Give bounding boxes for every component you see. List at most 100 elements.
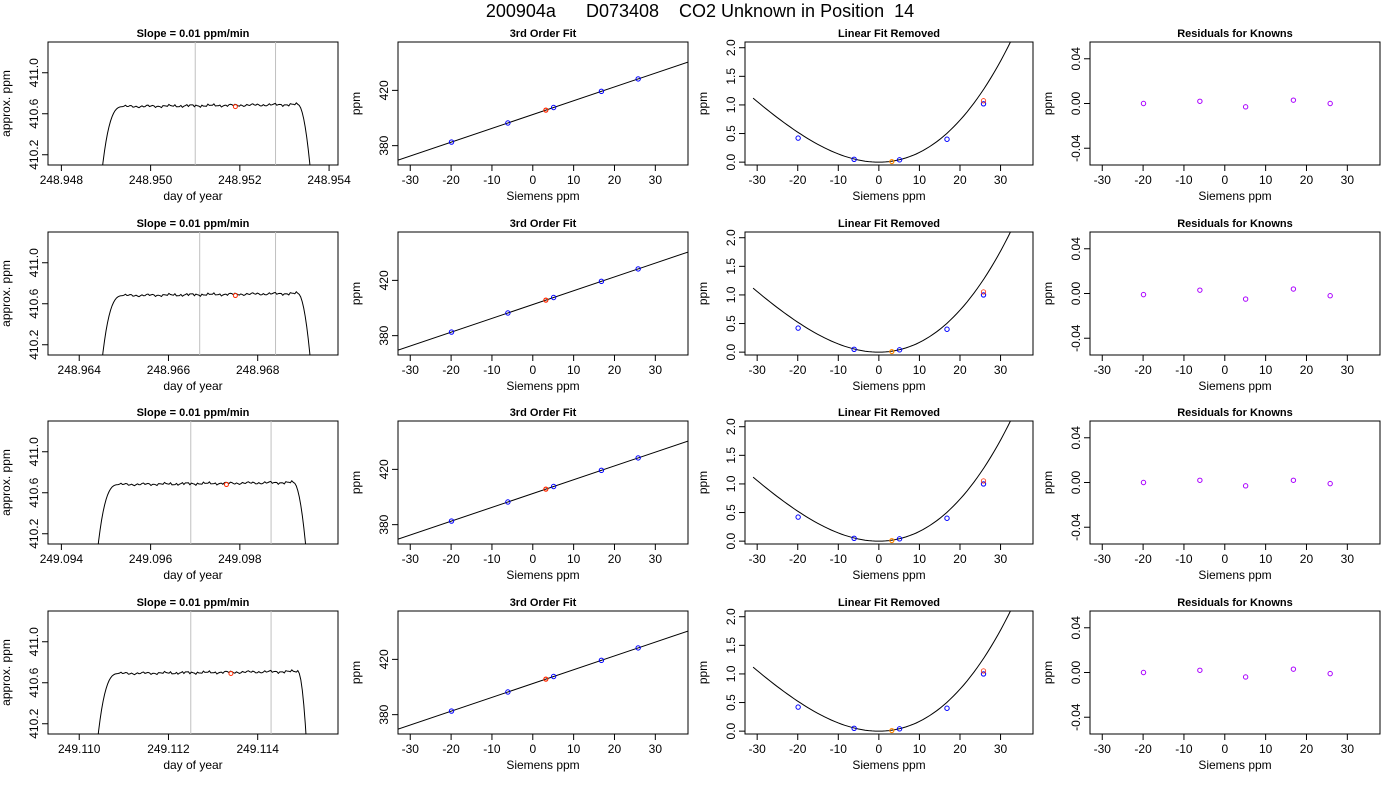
x-tick-label: 248.950 [129, 173, 173, 187]
known-point [980, 292, 987, 298]
panel-title: Slope = 0.01 ppm/min [137, 597, 250, 609]
x-axis-label: Siemens ppm [852, 568, 925, 582]
y-tick-label: 1.0 [724, 475, 738, 492]
y-axis-label: ppm [696, 661, 710, 684]
y-axis-label: approx. ppm [0, 70, 13, 137]
known-point [1290, 97, 1297, 103]
x-tick-label: -10 [483, 742, 501, 756]
x-tick-label: -30 [402, 552, 420, 566]
unknown-point [889, 727, 895, 734]
y-tick-label: 410.6 [27, 98, 41, 128]
panel-r3-c4: Residuals for Knowns Siemens ppm ppm -30 -20… [1041, 407, 1381, 582]
y-tick-label: -0.04 [1069, 134, 1083, 162]
x-axis-label: Siemens ppm [852, 758, 925, 772]
panel-r2-c2: 3rd Order Fit Siemens ppm ppm -30 -20 -10 0 10 2… [349, 218, 689, 393]
x-tick-label: -20 [442, 552, 460, 566]
x-tick-label: -20 [789, 742, 807, 756]
x-tick-label: 0 [876, 742, 883, 756]
x-axis-label: Siemens ppm [506, 189, 579, 203]
y-axis-label: approx. ppm [0, 449, 13, 516]
x-tick-label: 20 [608, 363, 622, 377]
y-tick-label: 411.0 [27, 437, 41, 466]
y-axis-label: ppm [1041, 282, 1055, 305]
y-tick-label: 0.00 [1069, 470, 1083, 494]
y-tick-label: 420 [377, 270, 391, 290]
x-tick-label: 10 [913, 742, 927, 756]
known-point-alt [980, 478, 987, 484]
unknown-point [228, 671, 234, 677]
data-layer [1140, 477, 1333, 489]
x-axis-label: day of year [163, 758, 222, 772]
panel-r2-c3: Linear Fit Removed Siemens ppm ppm -30 -20 -1… [696, 218, 1034, 393]
known-point [505, 689, 511, 695]
x-tick-label: -10 [483, 552, 501, 566]
plot-frame [1089, 41, 1381, 166]
known-point [795, 325, 801, 331]
panel-title: Residuals for Knowns [1177, 218, 1293, 230]
unknown-point [543, 107, 549, 113]
x-tick-label: 0 [876, 363, 883, 377]
x-tick-label: 0 [1221, 363, 1228, 377]
x-tick-label: -30 [1094, 552, 1112, 566]
plot-frame [1089, 231, 1381, 356]
panel-title: Slope = 0.01 ppm/min [137, 407, 250, 419]
y-tick-label: -0.04 [1069, 513, 1083, 541]
known-point [795, 514, 801, 520]
x-tick-label: -30 [748, 363, 766, 377]
x-tick-label: 248.964 [58, 363, 102, 377]
data-layer [398, 61, 688, 161]
known-point [851, 725, 857, 731]
panel-title: Residuals for Knowns [1177, 407, 1293, 419]
known-point [598, 278, 605, 285]
x-tick-label: -20 [789, 173, 807, 187]
x-tick-label: 248.954 [307, 173, 351, 187]
x-tick-label: 20 [608, 742, 622, 756]
y-tick-label: 0.5 [724, 125, 738, 142]
y-tick-label: 0.04 [1069, 616, 1083, 640]
y-tick-label: 1.5 [724, 258, 738, 275]
y-tick-label: 1.0 [724, 665, 738, 682]
x-axis-label: Siemens ppm [506, 758, 579, 772]
known-point [1290, 666, 1297, 672]
unknown-point [223, 482, 229, 488]
y-tick-label: 2.0 [724, 39, 738, 56]
known-point [1140, 479, 1147, 486]
x-tick-label: 20 [1300, 552, 1314, 566]
known-point [505, 310, 511, 316]
known-point [944, 705, 950, 711]
unknown-point [889, 348, 895, 355]
x-tick-label: 0 [529, 742, 536, 756]
panel-title: Linear Fit Removed [838, 597, 940, 609]
known-point [1197, 98, 1203, 104]
panel-title: 3rd Order Fit [510, 597, 577, 609]
y-tick-label: 420 [377, 649, 391, 669]
known-point [980, 481, 987, 487]
known-point [795, 135, 801, 141]
x-tick-label: 10 [567, 363, 581, 377]
known-point [1327, 670, 1333, 677]
panel-r4-c4: Residuals for Knowns Siemens ppm ppm -30 -20… [1041, 597, 1381, 772]
unknown-point [232, 104, 238, 110]
known-point [1197, 287, 1203, 293]
x-tick-label: 249.114 [236, 742, 279, 756]
y-tick-label: 0.04 [1069, 426, 1083, 450]
known-point [1242, 674, 1249, 680]
x-tick-label: 0 [529, 552, 536, 566]
known-point [448, 139, 455, 145]
data-layer [1140, 666, 1333, 680]
x-tick-label: -20 [1134, 173, 1152, 187]
x-tick-label: 30 [649, 742, 663, 756]
plot-frame [1089, 610, 1381, 735]
x-tick-label: 20 [1300, 363, 1314, 377]
known-point [896, 347, 903, 353]
panel-title: Residuals for Knowns [1177, 28, 1293, 40]
known-point [550, 673, 557, 680]
data-layer [102, 42, 311, 165]
known-point [1327, 293, 1333, 299]
panel-title: Linear Fit Removed [838, 407, 940, 419]
x-tick-label: -10 [1175, 173, 1193, 187]
plot-frame [397, 610, 689, 735]
y-tick-label: 0.0 [724, 532, 738, 549]
x-tick-label: 248.948 [40, 173, 84, 187]
plot-frame [744, 41, 1034, 166]
